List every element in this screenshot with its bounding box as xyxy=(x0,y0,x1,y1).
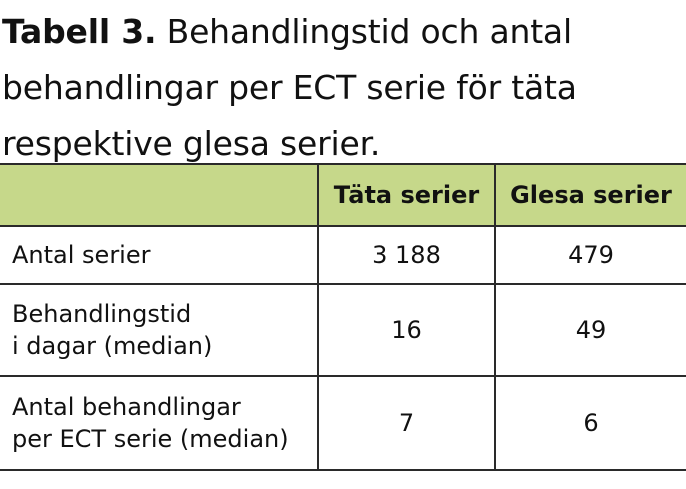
header-empty-cell xyxy=(0,163,318,227)
caption-label: Tabell 3. xyxy=(2,12,157,51)
cell-tata: 7 xyxy=(317,376,495,471)
header-tata-serier: Täta serier xyxy=(317,163,495,227)
cell-tata: 3 188 xyxy=(317,226,495,285)
row-label-line: Behandlingstid xyxy=(12,300,192,328)
row-label-line: per ECT serie (median) xyxy=(12,425,289,453)
cell-glesa: 49 xyxy=(494,284,686,377)
row-label: Antal behandlingar per ECT serie (median… xyxy=(0,376,318,471)
table-caption: Tabell 3. Behandlingstid och antal behan… xyxy=(2,4,682,172)
cell-glesa: 479 xyxy=(494,226,686,285)
row-label-line: i dagar (median) xyxy=(12,332,213,360)
table-header-row: Täta serier Glesa serier xyxy=(0,163,686,227)
row-label-line: Antal behandlingar xyxy=(12,393,241,421)
row-label: Behandlingstid i dagar (median) xyxy=(0,284,318,377)
row-label-line: Antal serier xyxy=(12,241,151,269)
cell-glesa: 6 xyxy=(494,376,686,471)
data-table: Täta serier Glesa serier Antal serier 3 … xyxy=(0,163,686,471)
row-label: Antal serier xyxy=(0,226,318,285)
header-glesa-serier: Glesa serier xyxy=(494,163,686,227)
table-row: Antal serier 3 188 479 xyxy=(0,226,686,285)
table-row: Behandlingstid i dagar (median) 16 49 xyxy=(0,284,686,377)
table-row: Antal behandlingar per ECT serie (median… xyxy=(0,376,686,471)
cell-tata: 16 xyxy=(317,284,495,377)
caption-text: Behandlingstid och antal behandlingar pe… xyxy=(2,12,577,163)
